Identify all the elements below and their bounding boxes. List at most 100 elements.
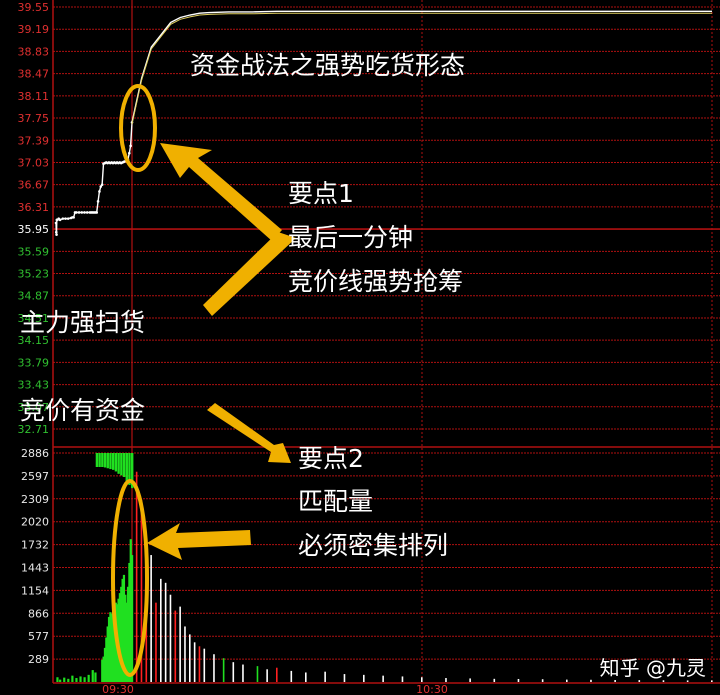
session-volume-bar: [140, 499, 143, 682]
auction-volume-bar: [112, 610, 115, 682]
auction-volume-bar: [79, 676, 82, 682]
volume-tick-label: 289: [28, 653, 49, 666]
volume-tick-label: 1732: [21, 539, 49, 552]
price-tick-label: 34.15: [18, 334, 50, 347]
session-volume-bar: [590, 679, 592, 682]
auction-volume-bar: [101, 659, 104, 682]
auction-price-point: [80, 211, 84, 214]
session-volume-bar: [290, 670, 293, 682]
arrow-volume: [147, 523, 251, 560]
session-volume-bar: [160, 578, 162, 682]
auction-volume-bar: [131, 555, 134, 682]
matched-volume-bar: [114, 453, 118, 472]
matched-volume-bar: [101, 453, 104, 467]
auction-volume-bar: [110, 613, 113, 682]
auction-volume-bar: [103, 647, 107, 682]
session-volume-bar: [276, 667, 278, 682]
auction-price-point: [72, 216, 75, 219]
session-volume-bar: [203, 648, 206, 682]
auction-volume-bar: [120, 586, 123, 682]
auction-volume-bar: [75, 678, 78, 682]
session-volume-bar: [155, 602, 157, 682]
chart-title: 资金战法之强势吃货形态: [190, 51, 466, 80]
volume-tick-label: 2309: [21, 493, 49, 506]
session-volume-bar: [174, 610, 177, 682]
session-average-line: [131, 12, 712, 125]
session-volume-bar: [382, 675, 384, 682]
session-volume-bar: [266, 669, 268, 682]
price-tick-label: 36.67: [18, 179, 50, 192]
price-tick-label: 38.83: [18, 45, 50, 58]
auction-price-point: [58, 218, 62, 222]
session-volume-bar: [517, 678, 520, 682]
session-volume-bar: [164, 582, 167, 682]
point2-line1: 匹配量: [298, 487, 374, 516]
session-volume-bar: [169, 594, 172, 682]
point1-line1: 最后一分钟: [288, 223, 414, 252]
auction-volume-bar: [102, 656, 105, 682]
matched-volume-bar: [131, 453, 134, 489]
auction-volume-bar: [109, 612, 112, 682]
session-volume-bar: [686, 680, 689, 682]
auction-volume-bar: [107, 616, 111, 682]
left-label-auction-funds: 竞价有资金: [20, 396, 146, 425]
highlight-ellipse-price: [119, 84, 157, 172]
matched-volume-bar: [117, 453, 120, 474]
session-volume-bar: [213, 654, 215, 682]
auction-volume-bar: [106, 626, 109, 682]
point1-line2: 竞价线强势抢筹: [288, 267, 464, 296]
auction-volume-bar: [122, 574, 126, 682]
session-volume-bar: [305, 672, 307, 682]
matched-volume-bar: [120, 453, 123, 476]
session-volume-bar: [614, 680, 616, 682]
matched-volume-bar: [112, 453, 115, 470]
session-volume-bar: [232, 662, 235, 682]
auction-volume-bar: [59, 679, 62, 682]
session-volume-bar: [242, 664, 244, 682]
auction-volume-bar: [125, 602, 128, 682]
time-tick-label: 09:30: [102, 683, 134, 695]
session-volume-bar: [193, 642, 196, 682]
price-tick-label: 37.75: [18, 112, 50, 125]
matched-volume-bar: [122, 453, 126, 477]
session-volume-bar: [445, 678, 447, 682]
auction-volume-bar: [128, 562, 131, 682]
auction-volume-bar: [118, 593, 121, 682]
y-axis-ticks: 39.55 39.19 38.83 38.47 38.11 37.75 37.39 37.03…: [18, 1, 50, 666]
highlight-marks: [111, 84, 296, 677]
price-tick-label: 35.59: [18, 245, 50, 258]
session-volume-bar: [363, 674, 365, 682]
point2-line2: 必须密集排列: [298, 531, 449, 560]
session-volume-bar: [222, 658, 225, 682]
session-volume-bar: [135, 471, 138, 682]
price-tick-label: 33.07: [18, 401, 50, 414]
price-tick-label: 34.51: [18, 312, 50, 325]
price-tick-label: 35.23: [18, 268, 50, 281]
auction-price-point: [95, 211, 99, 214]
session-volume-bar: [662, 680, 665, 682]
matched-volume-bar: [106, 453, 109, 469]
point2-heading: 要点2: [298, 444, 364, 473]
auction-price-point: [75, 211, 78, 214]
price-tick-label: 38.11: [18, 90, 50, 103]
volume-tick-label: 2020: [21, 516, 49, 529]
matched-volume-bar: [125, 453, 128, 482]
price-tick-label: 39.19: [18, 23, 50, 36]
auction-price-point: [85, 211, 89, 214]
grid-lines: [52, 0, 720, 684]
left-label-main-force: 主力强扫货: [20, 308, 146, 337]
session-volume-bar: [493, 678, 496, 682]
volume-tick-label: 1154: [21, 584, 49, 597]
session-volume-bar: [541, 679, 544, 682]
matched-volume-bar: [98, 453, 101, 467]
session-volume-bar: [421, 677, 423, 682]
session-volume-bar: [198, 646, 201, 682]
volume-tick-label: 577: [28, 630, 49, 643]
auction-price-point: [61, 217, 65, 220]
price-lines: [54, 10, 712, 236]
auction-volume-bar: [67, 678, 70, 682]
auction-price-point: [77, 211, 81, 214]
matched-volume-bar: [109, 453, 112, 470]
auction-volume-bar: [129, 539, 132, 682]
